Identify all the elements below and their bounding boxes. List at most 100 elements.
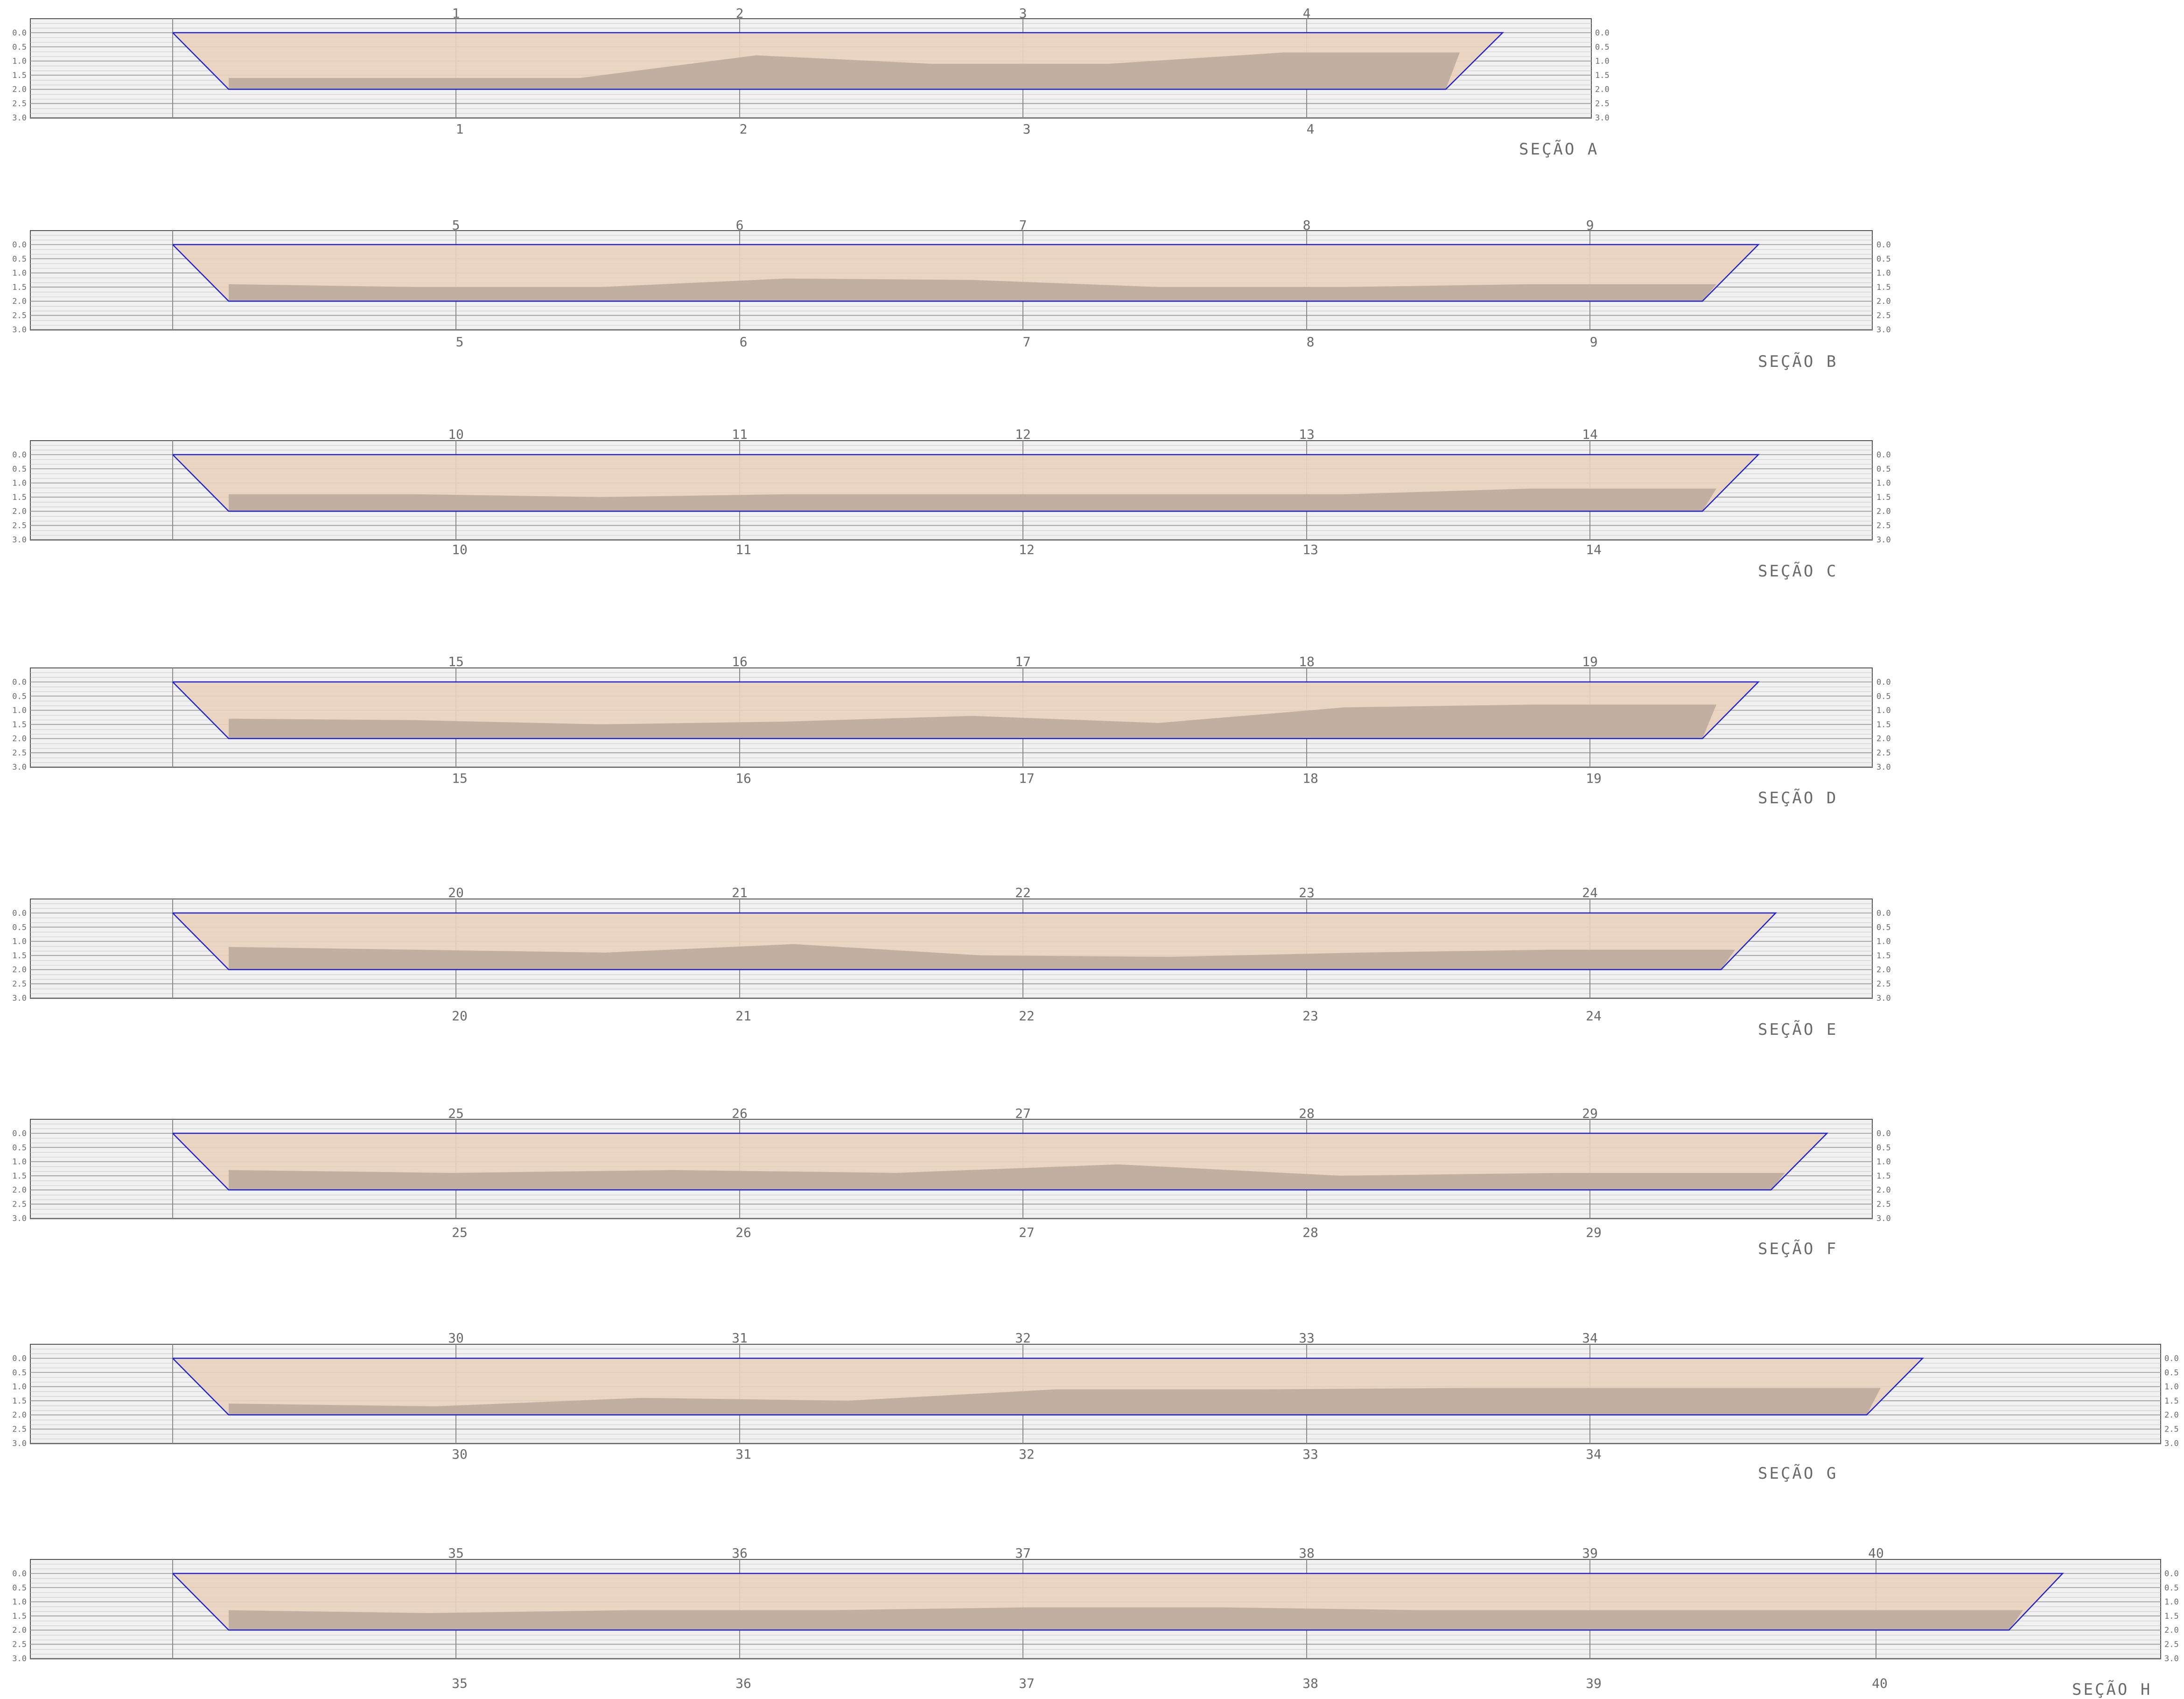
depth-label-left: 2.0 (12, 1626, 27, 1635)
station-label-bottom: 23 (1302, 1008, 1318, 1024)
depth-label-left: 1.5 (12, 720, 27, 730)
depth-label-left: 0.5 (12, 1368, 27, 1377)
station-label-bottom: 9 (1590, 334, 1598, 350)
station-label-top: 30 (448, 1330, 464, 1346)
depth-label-right: 3.0 (1876, 994, 1891, 1003)
station-label-bottom: 15 (452, 771, 468, 786)
depth-label-right: 3.0 (1595, 113, 1610, 123)
depth-label-right: 2.5 (1876, 980, 1891, 989)
station-label-top: 39 (1582, 1545, 1598, 1561)
depth-label-left: 1.5 (12, 71, 27, 80)
depth-label-left: 2.0 (12, 297, 27, 306)
depth-label-right: 0.5 (1876, 254, 1891, 264)
depth-label-right: 1.5 (1876, 951, 1891, 961)
depth-label-left: 0.0 (12, 678, 27, 687)
station-label-top: 11 (732, 427, 748, 442)
station-label-bottom: 11 (735, 542, 751, 557)
station-label-bottom: 13 (1302, 542, 1318, 557)
depth-label-right: 2.5 (2164, 1640, 2179, 1650)
depth-label-right: 1.0 (1876, 937, 1891, 947)
depth-label-right: 1.0 (1876, 706, 1891, 716)
station-label-bottom: 34 (1586, 1446, 1602, 1462)
depth-label-right: 1.0 (1595, 57, 1610, 66)
station-label-bottom: 33 (1302, 1446, 1318, 1462)
depth-label-right: 1.0 (1876, 1158, 1891, 1167)
depth-label-right: 2.0 (1595, 85, 1610, 94)
depth-label-left: 0.0 (12, 909, 27, 918)
depth-label-left: 2.0 (12, 1186, 27, 1195)
station-label-top: 23 (1299, 885, 1315, 900)
depth-label-left: 2.0 (12, 507, 27, 516)
station-label-top: 4 (1303, 6, 1311, 21)
station-label-bottom: 8 (1307, 334, 1315, 350)
depth-label-right: 2.0 (1876, 297, 1891, 306)
station-label-bottom: 2 (740, 121, 748, 137)
depth-label-left: 1.5 (12, 1397, 27, 1406)
station-label-bottom: 24 (1586, 1008, 1602, 1024)
depth-label-left: 1.0 (12, 57, 27, 66)
station-label-top: 18 (1299, 654, 1315, 669)
depth-label-left: 0.5 (12, 1583, 27, 1593)
depth-label-right: 1.5 (1876, 493, 1891, 502)
station-label-top: 35 (448, 1545, 464, 1561)
station-label-top: 19 (1582, 654, 1598, 669)
cross-section-h: 0.0 0.0 0.5 0.5 1.0 1.0 1.5 1.5 2.0 2.0 2.5 2.5 3.0 3… (12, 1545, 2178, 1691)
channel-outline (172, 1132, 1828, 1191)
depth-label-right: 0.0 (1876, 909, 1891, 918)
cross-section-d: 0.0 0.0 0.5 0.5 1.0 1.0 1.5 1.5 2.0 2.0 2.5 2.5 3.0 3… (12, 654, 1890, 786)
channel-outline (172, 681, 1760, 739)
station-label-bottom: 38 (1302, 1676, 1318, 1691)
station-label-bottom: 16 (735, 771, 751, 786)
depth-label-right: 1.5 (1876, 283, 1891, 292)
depth-label-left: 3.0 (12, 325, 27, 335)
depth-label-right: 3.0 (2164, 1654, 2179, 1664)
station-label-top: 10 (448, 427, 464, 442)
station-label-top: 17 (1015, 654, 1031, 669)
depth-label-left: 2.0 (12, 965, 27, 975)
depth-label-right: 2.5 (1876, 311, 1891, 321)
depth-label-right: 1.5 (1876, 720, 1891, 730)
depth-label-left: 3.0 (12, 113, 27, 123)
channel-outline (172, 1357, 1924, 1416)
cross-section-b: 0.0 0.0 0.5 0.5 1.0 1.0 1.5 1.5 2.0 2.0 2.5 2.5 3.0 3… (12, 218, 1890, 350)
station-label-bottom: 36 (735, 1676, 751, 1691)
depth-label-left: 1.5 (12, 1612, 27, 1621)
depth-label-right: 0.0 (2164, 1569, 2179, 1579)
station-label-bottom: 17 (1019, 771, 1035, 786)
station-label-top: 31 (732, 1330, 748, 1346)
station-label-bottom: 28 (1302, 1225, 1318, 1240)
depth-label-right: 0.5 (1595, 42, 1610, 52)
depth-label-left: 2.5 (12, 749, 27, 758)
depth-label-left: 1.0 (12, 1383, 27, 1392)
station-label-bottom: 39 (1586, 1676, 1602, 1691)
depth-label-left: 1.5 (12, 283, 27, 292)
station-label-top: 25 (448, 1106, 464, 1121)
depth-label-left: 3.0 (12, 763, 27, 772)
depth-label-right: 2.5 (1876, 749, 1891, 758)
station-label-bottom: 31 (735, 1446, 751, 1462)
channel-outline (172, 32, 1505, 90)
station-label-bottom: 18 (1302, 771, 1318, 786)
station-label-top: 14 (1582, 427, 1598, 442)
sediment-layer (229, 1164, 1785, 1190)
station-label-top: 13 (1299, 427, 1315, 442)
sediment-layer (229, 704, 1716, 739)
cross-section-c: 0.0 0.0 0.5 0.5 1.0 1.0 1.5 1.5 2.0 2.0 2.5 2.5 3.0 3… (12, 427, 1890, 557)
depth-label-left: 0.5 (12, 1143, 27, 1152)
depth-label-left: 1.0 (12, 479, 27, 488)
depth-label-right: 2.5 (1595, 99, 1610, 109)
depth-label-right: 0.5 (1876, 1143, 1891, 1152)
channel-outline (172, 244, 1760, 302)
station-label-bottom: 30 (452, 1446, 468, 1462)
depth-label-right: 2.5 (2164, 1425, 2179, 1434)
depth-label-right: 3.0 (1876, 325, 1891, 335)
station-label-bottom: 22 (1019, 1008, 1035, 1024)
station-label-bottom: 40 (1872, 1676, 1888, 1691)
station-label-top: 34 (1582, 1330, 1598, 1346)
depth-label-left: 3.0 (12, 535, 27, 545)
depth-label-right: 0.0 (1595, 28, 1610, 38)
station-label-top: 24 (1582, 885, 1598, 900)
depth-label-left: 3.0 (12, 1439, 27, 1448)
depth-label-right: 0.5 (1876, 692, 1891, 701)
